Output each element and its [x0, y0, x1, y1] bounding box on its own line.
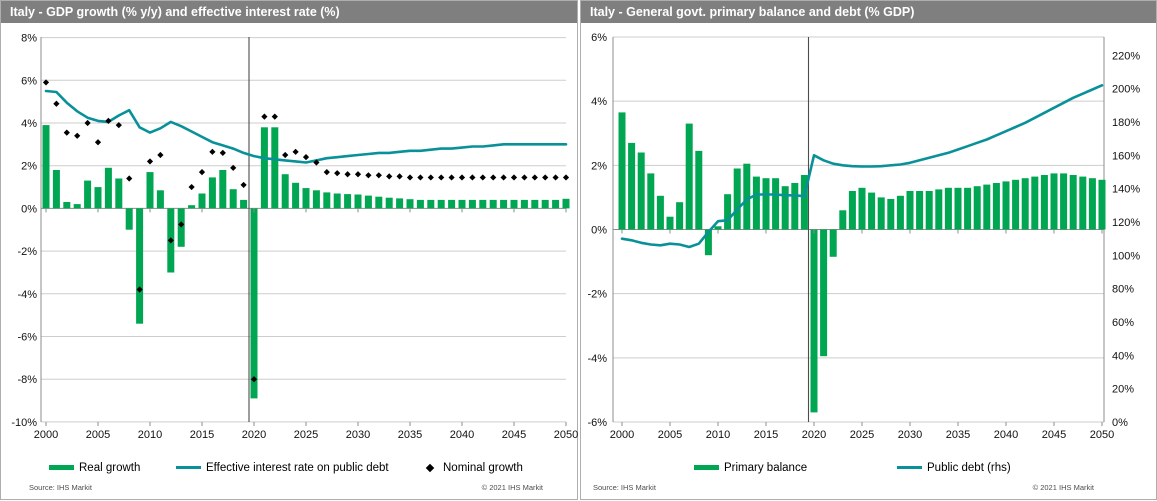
svg-text:2005: 2005 [658, 429, 682, 441]
svg-text:6%: 6% [21, 75, 37, 87]
svg-text:2040: 2040 [994, 429, 1018, 441]
nominal-growth-diamond-icon [425, 463, 435, 472]
svg-text:200%: 200% [1112, 84, 1140, 96]
svg-text:20%: 20% [1112, 384, 1134, 396]
svg-text:-6%: -6% [17, 332, 37, 344]
svg-text:160%: 160% [1112, 150, 1140, 162]
svg-text:0%: 0% [591, 225, 607, 237]
svg-text:2030: 2030 [346, 429, 370, 441]
svg-text:0%: 0% [1112, 417, 1128, 429]
svg-text:2015: 2015 [190, 429, 214, 441]
svg-text:2015: 2015 [754, 429, 778, 441]
legend-label-public-debt: Public debt (rhs) [927, 461, 1011, 474]
svg-text:220%: 220% [1112, 50, 1140, 62]
svg-text:2035: 2035 [398, 429, 422, 441]
svg-text:100%: 100% [1112, 250, 1140, 262]
primary-balance-title: Italy - General govt. primary balance an… [590, 5, 915, 19]
svg-text:2050: 2050 [1090, 429, 1114, 441]
svg-text:2%: 2% [21, 161, 37, 173]
primary-balance-debt-panel: Italy - General govt. primary balance an… [580, 0, 1157, 500]
svg-text:140%: 140% [1112, 184, 1140, 196]
svg-text:2045: 2045 [1042, 429, 1066, 441]
legend-effective-interest-rate: Effective interest rate on public debt [176, 461, 389, 474]
legend-label-real-growth: Real growth [79, 461, 141, 474]
svg-text:-10%: -10% [11, 417, 37, 429]
svg-text:40%: 40% [1112, 350, 1134, 362]
svg-text:120%: 120% [1112, 217, 1140, 229]
gdp-growth-plot: 2000 2005 2010 2015 2020 2025 2030 2035 2040 2045… [11, 33, 578, 441]
svg-text:2005: 2005 [86, 429, 110, 441]
legend-primary-balance: Primary balance [694, 461, 807, 474]
svg-text:80%: 80% [1112, 284, 1134, 296]
legend-public-debt: Public debt (rhs) [897, 461, 1011, 474]
gdp-growth-title-bar: Italy - GDP growth (% y/y) and effective… [1, 1, 577, 23]
svg-text:4%: 4% [591, 96, 607, 108]
svg-text:2010: 2010 [706, 429, 730, 441]
svg-text:180%: 180% [1112, 117, 1140, 129]
svg-text:-4%: -4% [587, 353, 607, 365]
source-note: Source: IHS Markit [29, 483, 92, 492]
svg-text:2025: 2025 [294, 429, 318, 441]
svg-text:2045: 2045 [502, 429, 526, 441]
svg-text:-8%: -8% [17, 374, 37, 386]
source-note: Source: IHS Markit [593, 483, 656, 492]
legend-label-interest-rate: Effective interest rate on public debt [206, 461, 389, 474]
svg-text:2030: 2030 [898, 429, 922, 441]
copyright-note: © 2021 IHS Markit [481, 483, 543, 492]
gdp-growth-title: Italy - GDP growth (% y/y) and effective… [10, 5, 340, 19]
gdp-growth-panel: Italy - GDP growth (% y/y) and effective… [0, 0, 578, 500]
legend-label-nominal-growth: Nominal growth [443, 461, 523, 474]
svg-text:2020: 2020 [242, 429, 266, 441]
svg-text:4%: 4% [21, 118, 37, 130]
legend-real-growth: Real growth [49, 461, 140, 474]
svg-text:-4%: -4% [17, 289, 37, 301]
svg-text:6%: 6% [591, 32, 607, 44]
svg-text:2025: 2025 [850, 429, 874, 441]
svg-text:2000: 2000 [34, 429, 58, 441]
public-debt-line-swatch-icon [897, 465, 922, 470]
svg-text:-2%: -2% [587, 289, 607, 301]
primary-balance-swatch-icon [694, 465, 719, 470]
svg-text:2020: 2020 [802, 429, 826, 441]
legend-nominal-growth: Nominal growth [418, 461, 523, 474]
real-growth-swatch-icon [49, 465, 74, 470]
svg-text:2035: 2035 [946, 429, 970, 441]
svg-text:60%: 60% [1112, 317, 1134, 329]
primary-balance-debt-plot: 2000 2005 2010 2015 2020 2025 2030 2035 2040 2045… [587, 32, 1140, 441]
svg-text:8%: 8% [21, 33, 37, 45]
copyright-note: © 2021 IHS Markit [1032, 483, 1094, 492]
interest-rate-line-swatch-icon [176, 465, 201, 470]
svg-text:-6%: -6% [587, 417, 607, 429]
svg-text:2050: 2050 [554, 429, 578, 441]
svg-text:2010: 2010 [138, 429, 162, 441]
svg-text:2%: 2% [591, 160, 607, 172]
svg-text:2040: 2040 [450, 429, 474, 441]
primary-balance-title-bar: Italy - General govt. primary balance an… [581, 1, 1156, 23]
legend-label-primary-balance: Primary balance [724, 461, 808, 474]
svg-text:-2%: -2% [17, 246, 37, 258]
svg-text:2000: 2000 [610, 429, 634, 441]
svg-text:0%: 0% [21, 203, 37, 215]
